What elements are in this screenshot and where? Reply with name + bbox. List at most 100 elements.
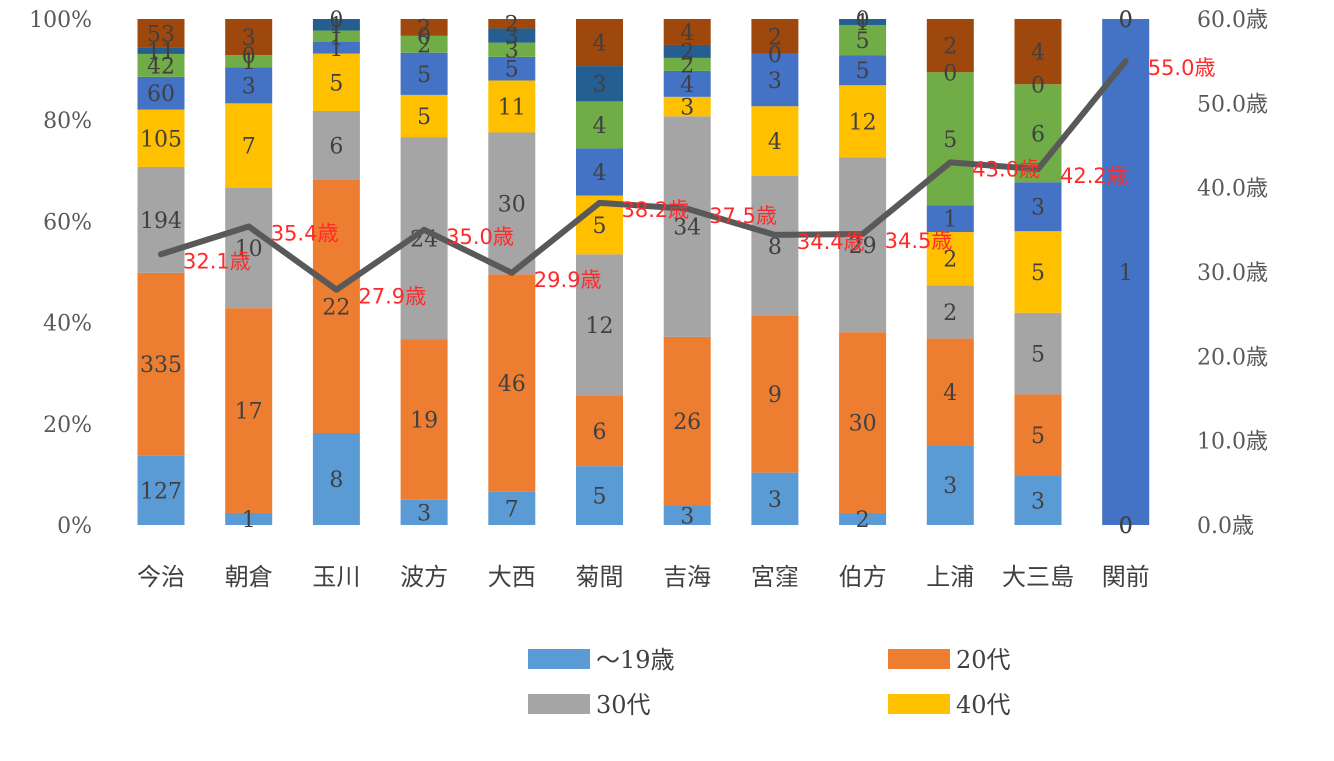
bar-segment bbox=[926, 19, 974, 73]
bar-segment bbox=[312, 111, 360, 180]
segment-data-label: 0 bbox=[242, 44, 256, 69]
legend-swatch bbox=[888, 649, 950, 669]
average-age-label: 43.0歳 bbox=[972, 157, 1040, 181]
right-axis-tick-label: 40.0歳 bbox=[1197, 177, 1268, 202]
bar-segment bbox=[839, 157, 887, 333]
average-age-label: 35.0歳 bbox=[446, 225, 514, 249]
segment-data-label: 1 bbox=[856, 11, 870, 36]
left-axis-tick-label: 60% bbox=[43, 210, 92, 235]
segment-data-label: 5 bbox=[417, 63, 431, 88]
segment-data-label: 60 bbox=[147, 82, 175, 107]
segment-data-label: 0 bbox=[1119, 8, 1133, 33]
bar-segment bbox=[400, 339, 448, 500]
bar-segment bbox=[488, 56, 536, 81]
segment-data-label: 0 bbox=[768, 43, 782, 68]
bar-segment bbox=[225, 187, 273, 309]
bar-segment bbox=[839, 19, 887, 26]
bar-segment bbox=[663, 44, 711, 58]
segment-data-label: 3 bbox=[593, 73, 607, 98]
bar-segment bbox=[663, 505, 711, 525]
legend-label: 20代 bbox=[956, 646, 1011, 674]
bar-segment bbox=[576, 395, 623, 467]
segment-data-label: 3 bbox=[417, 501, 431, 526]
right-axis-tick-label: 30.0歳 bbox=[1197, 261, 1268, 286]
segment-data-label: 3 bbox=[1031, 196, 1045, 221]
average-age-label: 38.2歳 bbox=[622, 198, 690, 222]
segment-data-label: 1 bbox=[1119, 261, 1133, 286]
bar-segment bbox=[137, 272, 185, 456]
bar-segment bbox=[751, 106, 799, 177]
bar-segment bbox=[400, 94, 448, 138]
legend: ～19歳 20代 30代 40代 bbox=[528, 646, 1011, 719]
segment-data-label: 2 bbox=[417, 16, 431, 41]
right-axis-tick-label: 0.0歳 bbox=[1197, 514, 1254, 539]
category-labels-group: 今治 朝倉 玉川 波方 大西 菊間 吉海 宮窪 伯方 上浦 大三島 関前 bbox=[137, 563, 1150, 591]
bar-segment bbox=[1014, 231, 1062, 313]
bar-segment bbox=[312, 433, 360, 525]
bar-segment bbox=[839, 332, 887, 513]
bar-segment bbox=[488, 132, 536, 275]
legend-label: 40代 bbox=[956, 691, 1011, 719]
segment-data-label: 5 bbox=[1031, 424, 1045, 449]
left-axis-tick-label: 100% bbox=[29, 8, 92, 33]
bar-segment bbox=[1102, 19, 1150, 525]
bar-segment bbox=[663, 336, 711, 506]
category-label: 大西 bbox=[488, 563, 536, 591]
segment-data-label: 3 bbox=[242, 74, 256, 99]
bar-segment bbox=[751, 53, 799, 107]
segment-data-label: 5 bbox=[417, 105, 431, 130]
left-axis-tick-label: 20% bbox=[43, 413, 92, 438]
segment-data-label: 2 bbox=[417, 33, 431, 58]
average-age-label: 29.9歳 bbox=[534, 268, 602, 292]
bar-segment bbox=[663, 19, 711, 45]
segment-data-label: 1 bbox=[329, 25, 343, 50]
segment-data-label: 10 bbox=[235, 237, 263, 262]
bar-segment bbox=[400, 19, 448, 36]
bar-segment bbox=[839, 25, 887, 56]
segment-data-label: 3 bbox=[680, 96, 694, 121]
bar-segment bbox=[926, 205, 974, 233]
segment-data-label: 127 bbox=[140, 479, 182, 504]
segment-data-label: 2 bbox=[680, 53, 694, 78]
segment-data-label: 34 bbox=[673, 216, 701, 241]
segment-data-label: 0 bbox=[1119, 8, 1133, 33]
segment-data-label: 0 bbox=[417, 25, 431, 50]
legend-swatch bbox=[528, 649, 590, 669]
segment-data-label: 5 bbox=[593, 214, 607, 239]
category-label: 玉川 bbox=[312, 563, 360, 591]
segment-data-label: 4 bbox=[943, 381, 957, 406]
bar-segment bbox=[225, 55, 273, 68]
segment-data-label: 335 bbox=[140, 353, 182, 378]
segment-data-label: 2 bbox=[943, 301, 957, 326]
bar-segment bbox=[1014, 182, 1062, 232]
segment-data-label: 0 bbox=[943, 61, 957, 86]
category-label: 吉海 bbox=[663, 563, 711, 591]
legend-swatch bbox=[528, 694, 590, 714]
category-label: 宮窪 bbox=[751, 563, 799, 591]
category-label: 波方 bbox=[400, 563, 448, 591]
segment-data-label: 4 bbox=[593, 114, 607, 139]
segment-data-label: 5 bbox=[943, 128, 957, 153]
segment-data-label: 2 bbox=[943, 248, 957, 273]
category-label: 今治 bbox=[137, 563, 185, 591]
segment-data-label: 1 bbox=[943, 208, 957, 233]
segment-data-label: 22 bbox=[322, 296, 350, 321]
bar-segment bbox=[576, 66, 623, 102]
bar-segment bbox=[926, 445, 974, 525]
bar-segment bbox=[1014, 19, 1062, 85]
segment-data-label: 12 bbox=[586, 314, 614, 339]
segment-data-label: 1 bbox=[329, 14, 343, 39]
left-axis-tick-label: 0% bbox=[57, 514, 92, 539]
bar-segment bbox=[400, 35, 448, 53]
average-age-label: 55.0歳 bbox=[1148, 56, 1216, 80]
bar-segment bbox=[225, 512, 273, 525]
segment-data-label: 19 bbox=[410, 409, 438, 434]
bar-segment bbox=[576, 254, 623, 396]
bar-segment bbox=[1014, 312, 1062, 395]
category-label: 朝倉 bbox=[225, 563, 273, 591]
bar-segment bbox=[926, 72, 974, 206]
average-age-label: 42.2歳 bbox=[1060, 164, 1128, 188]
segment-data-label: 4 bbox=[680, 21, 694, 46]
segment-data-label: 0 bbox=[1119, 514, 1133, 539]
